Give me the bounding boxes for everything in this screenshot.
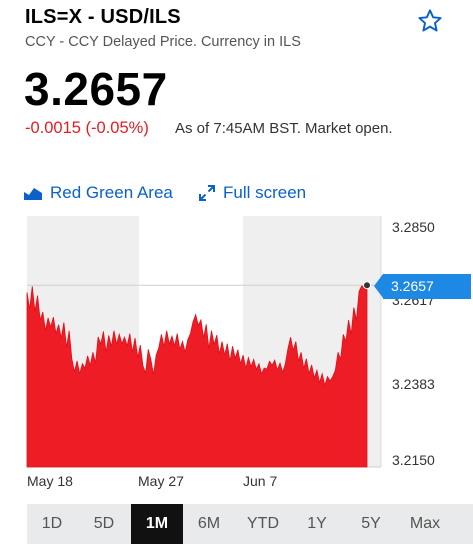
- range-button-1y[interactable]: 1Y: [307, 515, 327, 532]
- fullscreen-label: Full screen: [223, 183, 307, 202]
- last-value-marker: [363, 281, 371, 290]
- x-tick-label: Jun 7: [243, 473, 278, 489]
- as-of-timestamp: As of 7:45AM BST. Market open.: [175, 120, 393, 137]
- fullscreen-button[interactable]: Full screen: [199, 183, 306, 203]
- ticker-title: ILS=X - USD/ILS: [25, 6, 181, 28]
- price-chart[interactable]: [0, 212, 473, 502]
- range-button-5y[interactable]: 5Y: [361, 515, 381, 532]
- expand-icon: [199, 185, 215, 201]
- range-button-ytd[interactable]: YTD: [247, 515, 279, 532]
- range-button-6m[interactable]: 6M: [197, 515, 221, 532]
- range-button-1d[interactable]: 1D: [41, 515, 63, 532]
- area-style-button[interactable]: Red Green Area: [24, 183, 173, 203]
- y-tick-label: 3.2150: [392, 452, 435, 468]
- star-icon[interactable]: [417, 8, 443, 34]
- range-button-1m[interactable]: 1M: [131, 504, 183, 544]
- x-tick-label: May 27: [138, 473, 184, 489]
- range-selector: 1D 5D 1M 6M YTD 1Y 5Y Max: [27, 504, 473, 544]
- quote-subtitle: CCY - CCY Delayed Price. Currency in ILS: [25, 34, 301, 50]
- current-price: 3.2657: [24, 63, 168, 115]
- y-tick-label: 3.2850: [392, 219, 435, 235]
- area-series: [26, 284, 368, 468]
- area-chart-icon: [24, 188, 42, 200]
- price-change: -0.0015 (-0.05%): [25, 119, 149, 137]
- range-button-5d[interactable]: 5D: [93, 515, 115, 532]
- x-tick-label: May 18: [27, 473, 73, 489]
- range-button-max[interactable]: Max: [409, 515, 441, 532]
- area-style-label: Red Green Area: [50, 183, 173, 202]
- y-tick-label: 3.2383: [392, 376, 435, 392]
- current-value-badge: 3.2657: [374, 274, 471, 299]
